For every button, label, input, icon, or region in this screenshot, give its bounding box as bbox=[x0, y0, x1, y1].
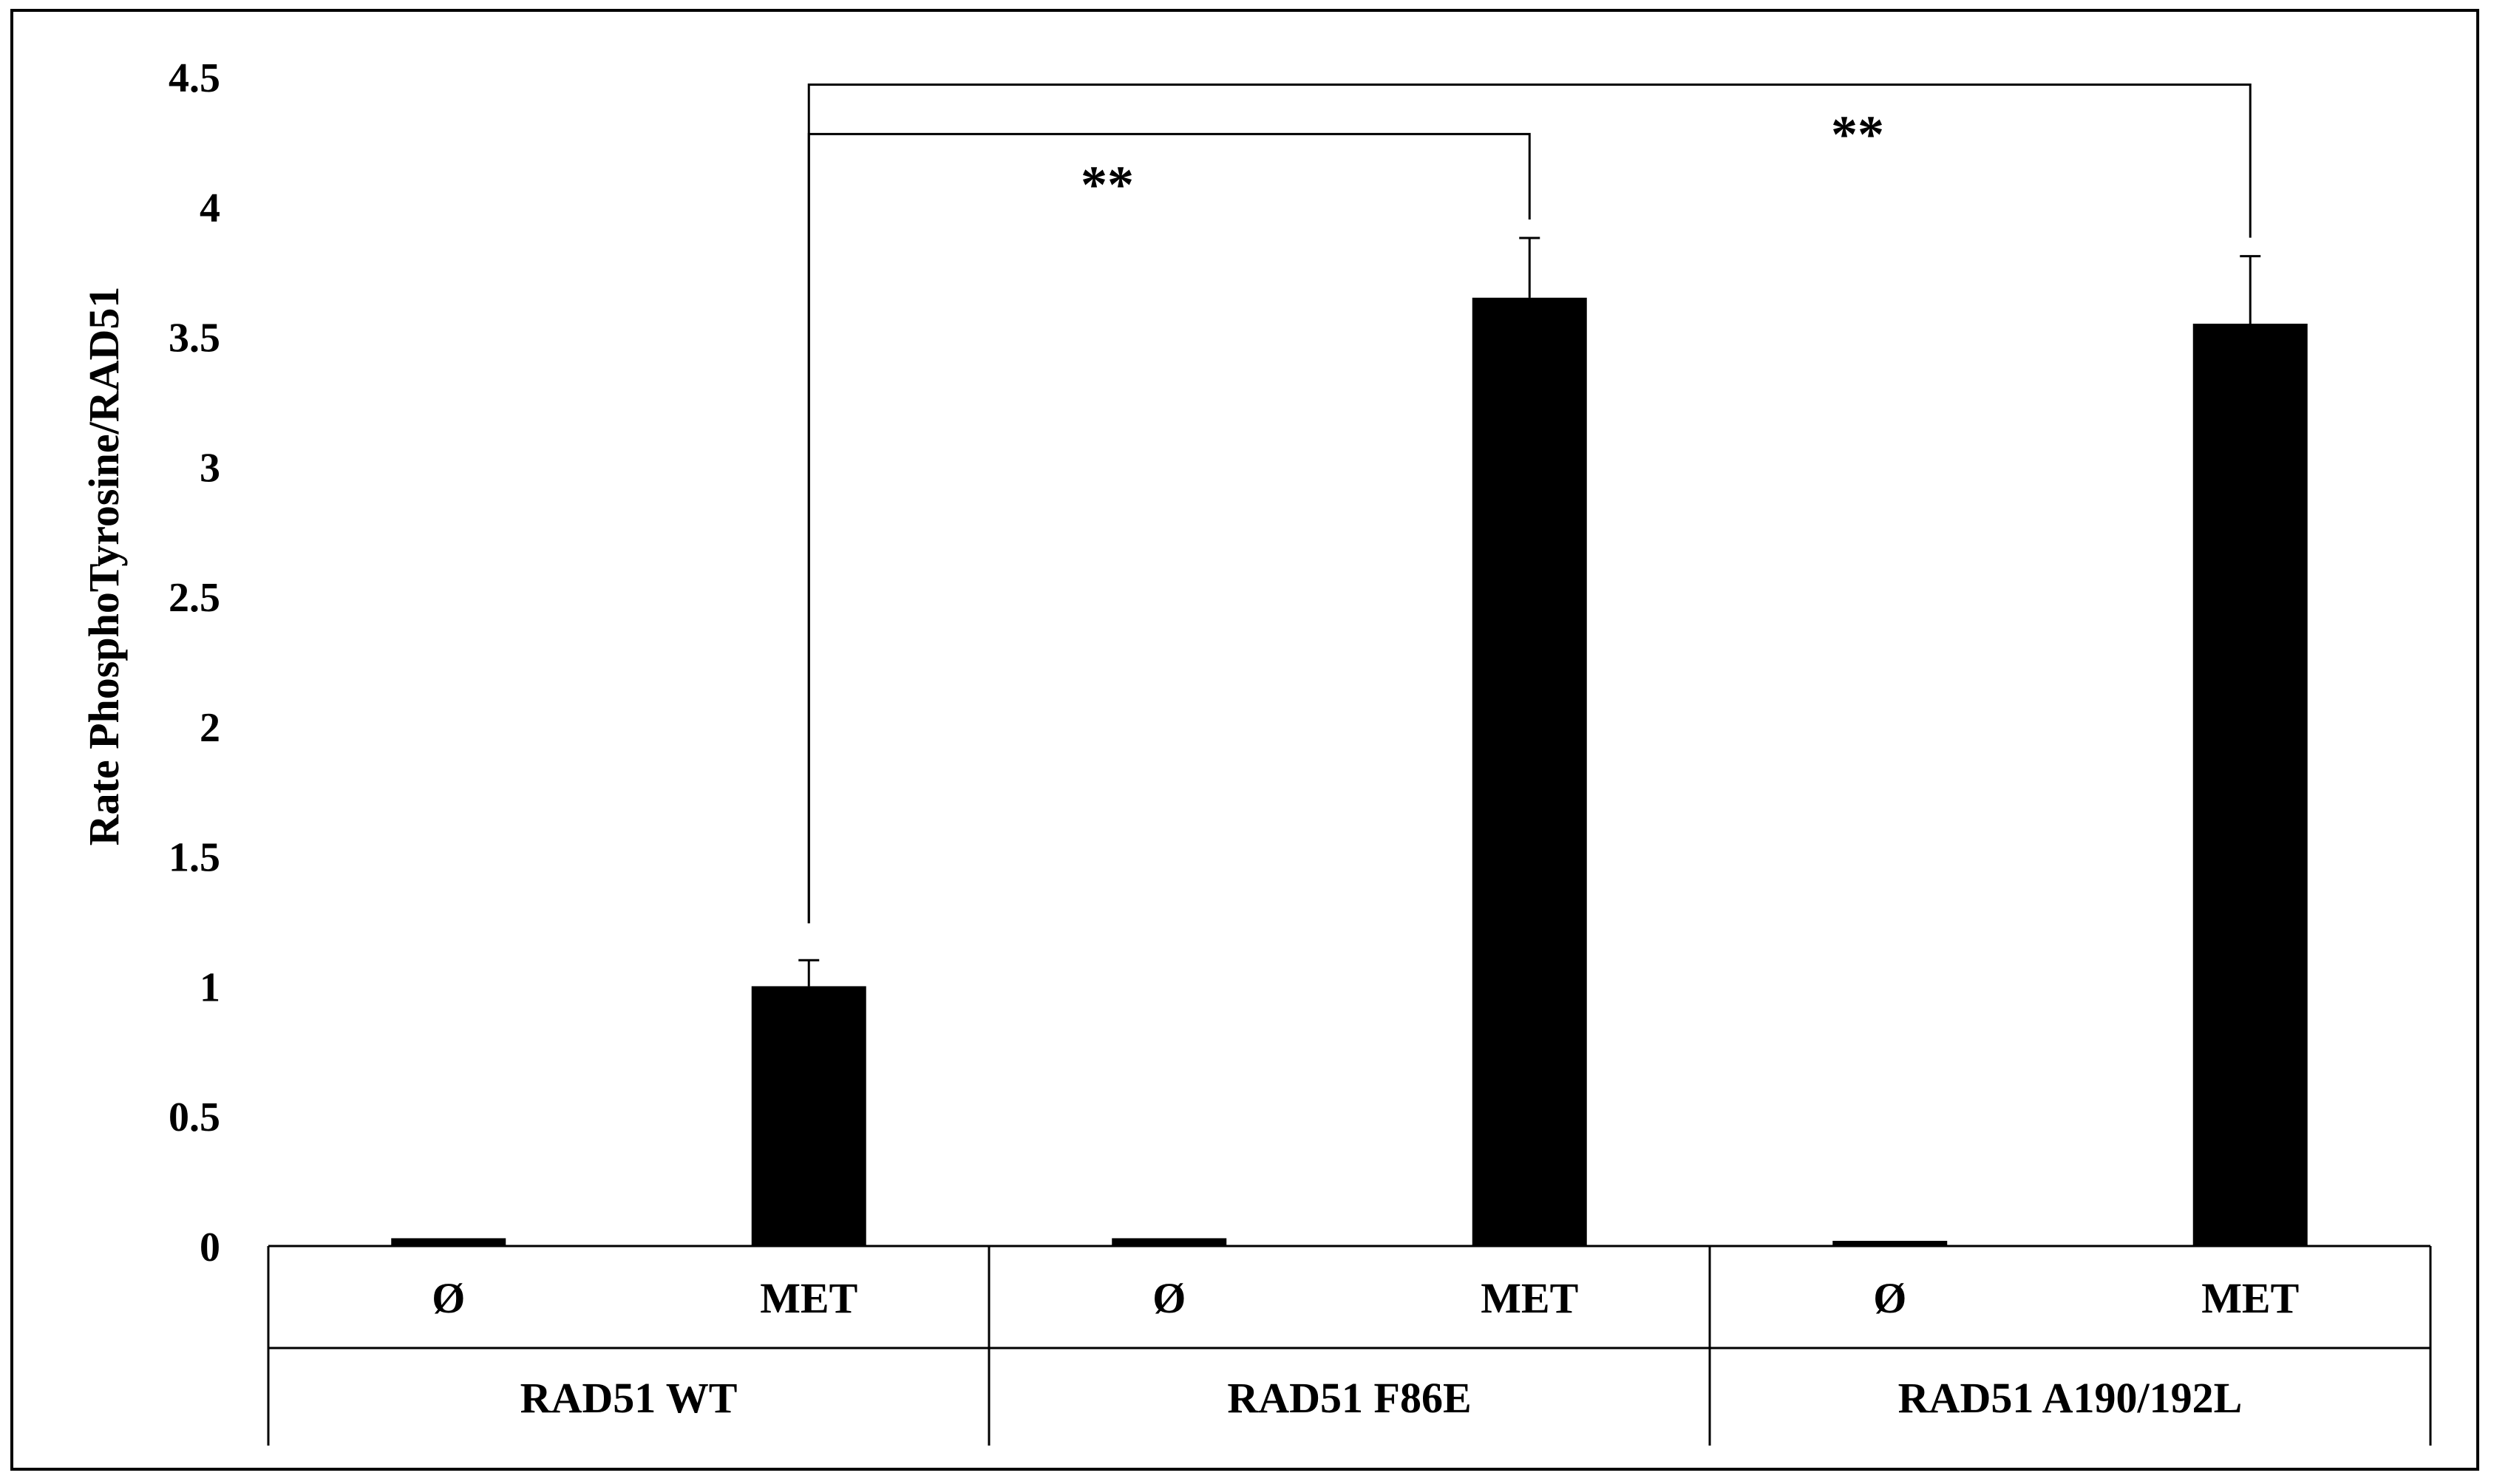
y-tick-label: 3 bbox=[200, 445, 220, 491]
bar bbox=[391, 1238, 506, 1246]
group-label: RAD51 A190/192L bbox=[1898, 1374, 2243, 1422]
y-tick-label: 4 bbox=[200, 186, 220, 231]
bar-chart: Rate PhosphoTyrosine/RAD51 0 0.5 1 1.5 2 2.5 3… bbox=[80, 55, 2432, 1446]
significance-bracket bbox=[807, 132, 1531, 924]
bar bbox=[751, 986, 866, 1246]
significance-marker: ** bbox=[1081, 155, 1134, 214]
group-label: RAD51 WT bbox=[520, 1374, 738, 1422]
y-tick-label: 2 bbox=[200, 705, 220, 751]
bar bbox=[2192, 323, 2308, 1246]
y-tick-label: 3.5 bbox=[169, 316, 220, 361]
chart-frame: Rate PhosphoTyrosine/RAD51 0 0.5 1 1.5 2 2.5 3… bbox=[10, 9, 2479, 1471]
group-label: RAD51 F86E bbox=[1227, 1374, 1471, 1422]
bar bbox=[1112, 1238, 1227, 1246]
significance-bracket bbox=[807, 84, 2252, 924]
y-tick-label: 4.5 bbox=[169, 55, 220, 101]
bar-category-label: Ø bbox=[432, 1274, 465, 1322]
bar bbox=[1472, 297, 1587, 1246]
y-tick-label: 2.5 bbox=[169, 575, 220, 621]
y-tick-label: 1 bbox=[200, 964, 220, 1010]
y-tick-label: 0.5 bbox=[169, 1095, 220, 1140]
bar-category-label: MET bbox=[760, 1274, 857, 1322]
y-tick-label: 0 bbox=[200, 1225, 220, 1270]
y-axis-label: Rate PhosphoTyrosine/RAD51 bbox=[80, 287, 128, 846]
bar-category-label: Ø bbox=[1873, 1274, 1906, 1322]
bar-category-label: MET bbox=[1481, 1274, 1578, 1322]
significance-marker: ** bbox=[1831, 105, 1884, 164]
bar-category-label: MET bbox=[2201, 1274, 2299, 1322]
y-tick-label: 1.5 bbox=[169, 835, 220, 881]
bar-category-label: Ø bbox=[1152, 1274, 1186, 1322]
bar bbox=[1832, 1240, 1948, 1246]
